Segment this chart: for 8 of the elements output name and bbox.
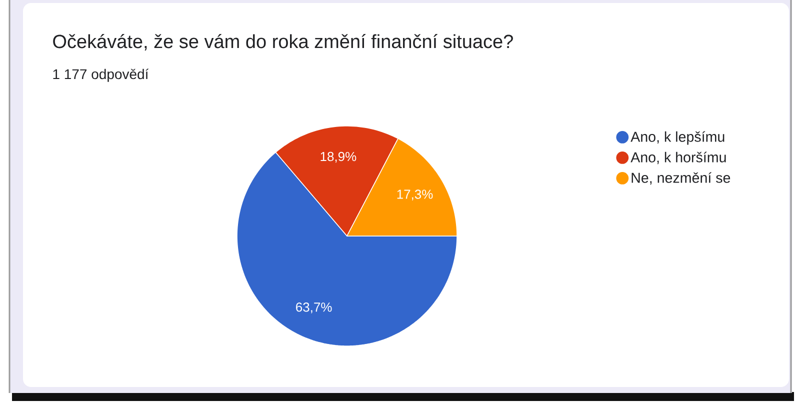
legend-label: Ano, k horšímu	[630, 152, 726, 164]
text: 1 177 odpovědí	[53, 68, 149, 82]
chart-title: Očekáváte, že se vám do roka změní finanční situace?	[53, 34, 513, 50]
legend-label: Ano, k lepšímu	[630, 131, 724, 145]
data-label: 18,9%	[320, 152, 356, 163]
legend-label: Ne, nezmění se	[632, 172, 730, 185]
data-label: 17,3%	[397, 190, 433, 200]
data-label: 63,7%	[296, 302, 332, 314]
